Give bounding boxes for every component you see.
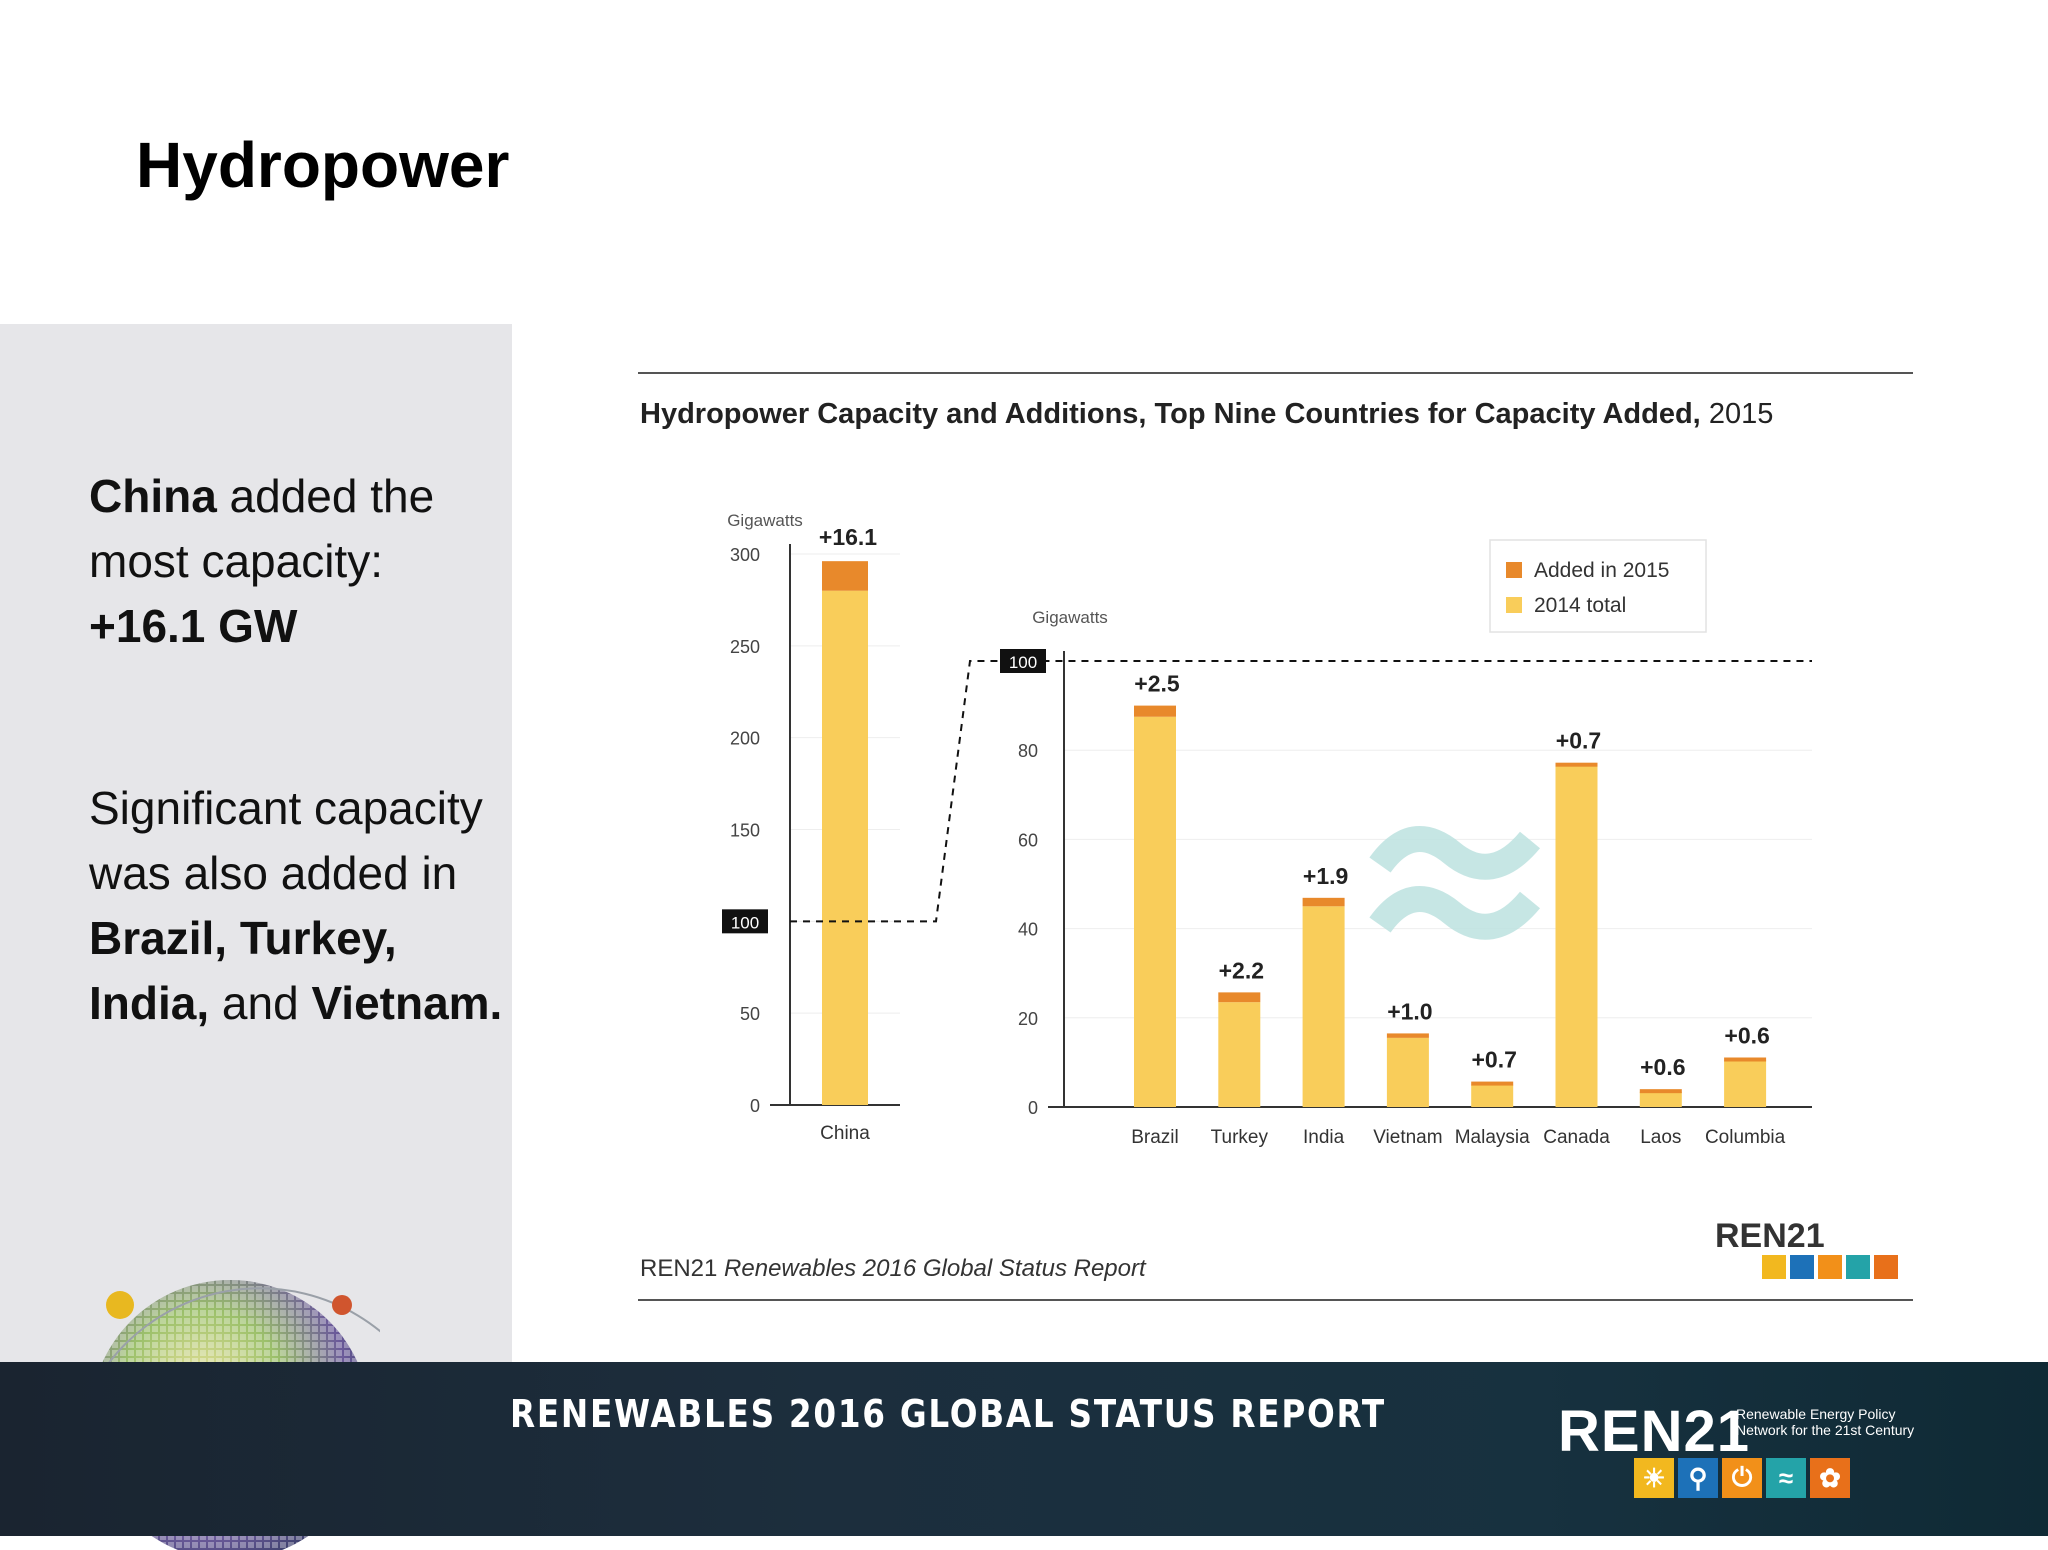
ren21-wordmark: REN21 [1558, 1399, 1750, 1464]
power-icon: ⏻ [1722, 1458, 1762, 1498]
category-label-malaysia: Malaysia [1455, 1127, 1530, 1148]
legend-label: 2014 total [1534, 594, 1626, 617]
side-panel [0, 324, 512, 1364]
china-text: added the most capacity: [89, 470, 435, 587]
chart-title: Hydropower Capacity and Additions, Top N… [640, 398, 1773, 430]
bar-added-canada [1555, 762, 1598, 767]
bar-2014-turkey [1218, 1002, 1261, 1107]
left-tick-label: 200 [730, 729, 760, 749]
fact-text-1: Significant capacity was also added in [89, 782, 483, 899]
category-label-india: India [1303, 1127, 1345, 1148]
fact-text-2: and [209, 977, 312, 1029]
data-label-vietnam: +1.0 [1387, 998, 1432, 1024]
china-value: +16.1 GW [89, 600, 298, 652]
axis-break-wave-2 [1369, 886, 1541, 940]
category-label-canada: Canada [1543, 1127, 1610, 1148]
left-y-axis-label: Gigawatts [727, 511, 803, 530]
right-y-axis-label: Gigawatts [1032, 608, 1108, 627]
bar-added-turkey [1218, 992, 1261, 1003]
sun-node-icon [106, 1291, 134, 1319]
wind-icon: ⚲ [1678, 1458, 1718, 1498]
category-label-turkey: Turkey [1211, 1127, 1269, 1148]
bar-2014-columbia [1724, 1060, 1767, 1107]
right-tick-label: 20 [1018, 1009, 1038, 1029]
left-tick-label: 250 [730, 637, 760, 657]
china-label: China [89, 470, 217, 522]
data-label-laos: +0.6 [1640, 1054, 1685, 1080]
slide-title: Hydropower [136, 129, 510, 201]
legend-box [1489, 539, 1707, 633]
left-tick-label: 100 [731, 913, 759, 932]
bar-2014-malaysia [1471, 1084, 1514, 1107]
data-label-brazil: +2.5 [1134, 671, 1180, 697]
fire-node-icon [332, 1295, 352, 1315]
ren21-subtitle: Renewable Energy Policy Network for the … [1736, 1406, 1915, 1438]
chart-source: REN21 Renewables 2016 Global Status Repo… [640, 1255, 1147, 1282]
data-label-columbia: +0.6 [1724, 1022, 1769, 1048]
bar-2014-india [1302, 906, 1345, 1107]
right-tick-label: 0 [1028, 1098, 1038, 1118]
category-label-columbia: Columbia [1705, 1127, 1786, 1148]
left-tick-label: 150 [730, 821, 760, 841]
bar-2014-laos [1639, 1091, 1682, 1107]
bar-added-columbia [1724, 1057, 1767, 1062]
data-label-canada: +0.7 [1556, 728, 1601, 754]
data-label-turkey: +2.2 [1219, 957, 1264, 983]
left-tick-label: 0 [750, 1096, 760, 1116]
bar-2014-china [822, 590, 868, 1105]
bar-added-malaysia [1471, 1081, 1514, 1086]
legend-label: Added in 2015 [1534, 559, 1669, 582]
left-highlight-tick-box [722, 909, 768, 934]
footer-title: RENEWABLES 2016 GLOBAL STATUS REPORT [510, 1392, 1386, 1436]
data-label-india: +1.9 [1303, 863, 1348, 889]
right-tick-label: 100 [1009, 653, 1037, 672]
dashed-connector [790, 660, 1812, 923]
data-label-malaysia: +0.7 [1471, 1047, 1516, 1073]
legend-swatch [1506, 597, 1522, 613]
svg-text:REN21: REN21 [1715, 1217, 1825, 1255]
category-label-china: China [820, 1123, 870, 1144]
category-label-laos: Laos [1640, 1127, 1681, 1148]
axis-break-wave-1 [1369, 826, 1541, 880]
right-tick-label: 40 [1018, 920, 1038, 940]
other-countries-fact: Significant capacity was also added in B… [89, 776, 509, 1036]
right-tick-label: 60 [1018, 830, 1038, 850]
left-tick-label: 50 [740, 1004, 760, 1024]
solar-icon: ☀ [1634, 1458, 1674, 1498]
right-tick-label: 80 [1018, 741, 1038, 761]
ren21-logo: REN21 Renewable Energy Policy Network fo… [1558, 1398, 1914, 1465]
fact-vietnam: Vietnam. [311, 977, 503, 1029]
bar-added-india [1302, 897, 1345, 907]
hydropower-chart: Hydropower Capacity and Additions, Top N… [638, 372, 1913, 1301]
water-icon: ≈ [1766, 1458, 1806, 1498]
category-label-vietnam: Vietnam [1373, 1127, 1442, 1148]
ren21-icons: ☀ ⚲ ⏻ ≈ ✿ [1634, 1458, 1850, 1498]
left-tick-label: 300 [730, 545, 760, 565]
leaf-icon: ✿ [1810, 1458, 1850, 1498]
right-highlight-tick-box [1000, 649, 1046, 673]
bar-added-brazil [1134, 705, 1176, 717]
data-label-china: +16.1 [819, 524, 877, 550]
bar-2014-vietnam [1386, 1037, 1429, 1107]
china-fact: China added the most capacity: +16.1 GW [89, 464, 489, 659]
bar-2014-brazil [1134, 716, 1176, 1107]
category-label-brazil: Brazil [1131, 1127, 1179, 1148]
footer-band [0, 1362, 2048, 1536]
bar-added-vietnam [1386, 1033, 1429, 1038]
fact-countries: Brazil, Turkey, India, [89, 912, 397, 1029]
chart-ren21-logo: REN21 [1715, 1217, 1898, 1279]
bar-2014-canada [1555, 765, 1598, 1107]
legend-swatch [1506, 562, 1522, 578]
bar-added-laos [1639, 1089, 1682, 1094]
bar-added-china [822, 561, 868, 591]
